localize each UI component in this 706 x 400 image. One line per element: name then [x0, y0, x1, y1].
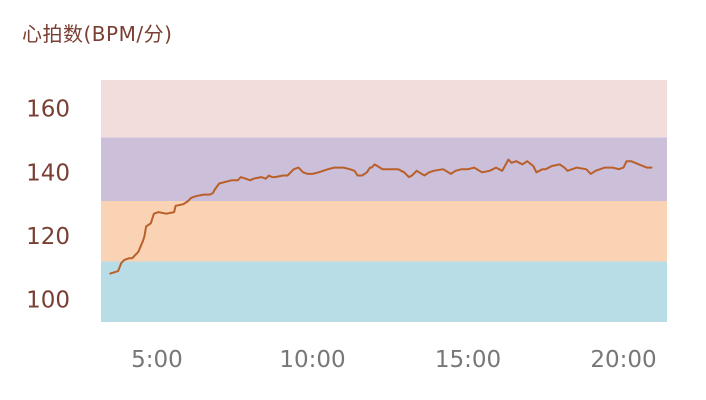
zone-band-2 — [101, 201, 667, 262]
y-axis-label: 心拍数(BPM/分) — [22, 22, 173, 46]
y-tick-label: 120 — [26, 224, 70, 250]
x-tick-label: 20:00 — [590, 347, 656, 373]
heart-rate-line — [109, 158, 653, 275]
zone-band-4 — [101, 80, 667, 138]
heart-rate-zones — [101, 80, 667, 322]
y-axis-ticks: 100 120 140 160 — [26, 97, 70, 314]
zone-band-1 — [101, 261, 667, 322]
x-tick-label: 5:00 — [131, 347, 183, 373]
x-axis-ticks: 5:00 10:00 15:00 20:00 — [131, 347, 656, 373]
series-layer — [109, 158, 653, 275]
x-tick-label: 10:00 — [279, 347, 345, 373]
y-tick-label: 100 — [26, 288, 70, 314]
y-tick-label: 140 — [26, 160, 70, 186]
x-tick-label: 15:00 — [435, 347, 501, 373]
y-tick-label: 160 — [26, 97, 70, 123]
